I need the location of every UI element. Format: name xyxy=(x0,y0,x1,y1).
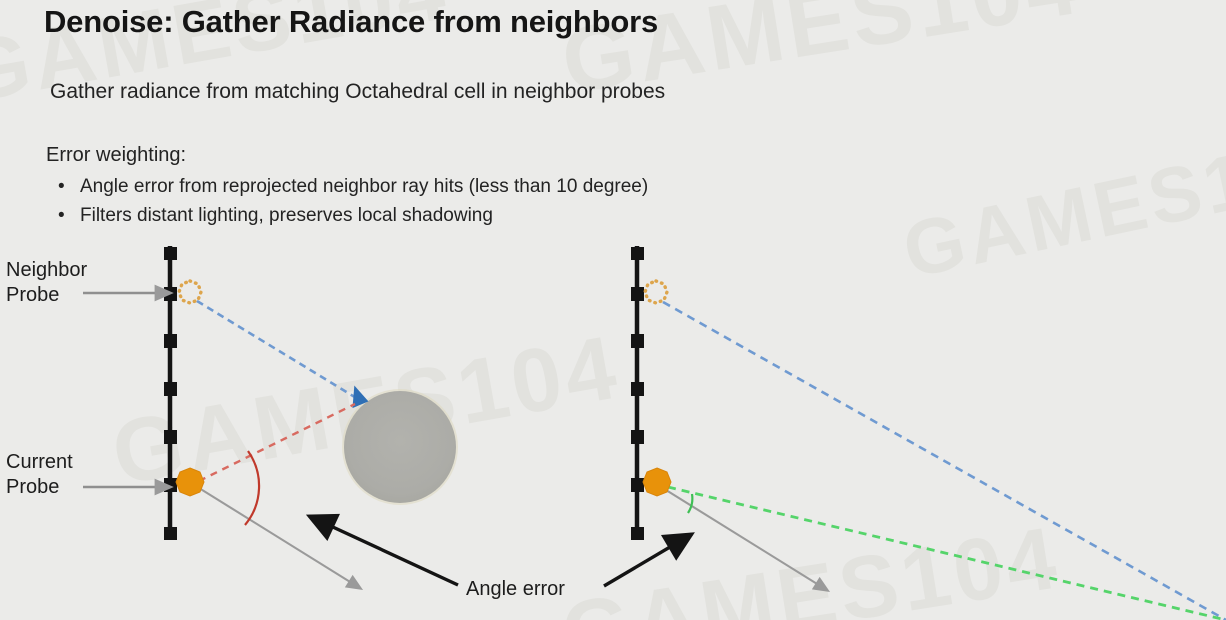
probe-slot xyxy=(164,247,177,260)
neighbor-ray-left xyxy=(196,299,369,409)
probe-slot-markers-right xyxy=(631,247,644,540)
angle-error-arc-right xyxy=(687,493,694,514)
probe-slot xyxy=(164,334,177,348)
angle-error-callout-right xyxy=(603,532,695,588)
probe-slot xyxy=(631,382,644,396)
neighbor-probe-marker-left xyxy=(177,279,203,305)
probe-slot xyxy=(631,334,644,348)
probe-slot xyxy=(631,287,644,301)
current-probe-marker-right xyxy=(642,467,672,497)
probe-slot xyxy=(631,247,644,260)
bullet-marker-icon: • xyxy=(58,176,65,197)
bullet-item: • Angle error from reprojected neighbor r… xyxy=(58,176,648,198)
probe-slot xyxy=(164,430,177,444)
matching-ray-right xyxy=(667,485,1226,620)
left-panel-diagram xyxy=(164,246,458,590)
angle-error-arc-left xyxy=(244,450,261,526)
occluder-sphere xyxy=(344,391,456,503)
probe-slot xyxy=(164,287,177,301)
slide-title: Denoise: Gather Radiance from neighbors xyxy=(44,4,659,39)
bullet-item: • Filters distant lighting, preserves loc… xyxy=(58,205,493,227)
reprojected-ray-left xyxy=(198,402,356,483)
neighbor-probe-label: Neighbor Probe xyxy=(6,259,88,306)
current-probe-ray-left xyxy=(198,487,364,590)
current-probe-marker-left xyxy=(175,467,205,497)
current-probe-label: Current Probe xyxy=(6,451,73,498)
bullet-marker-icon: • xyxy=(58,205,65,226)
probe-slot xyxy=(631,527,644,540)
right-panel-diagram xyxy=(631,246,1226,620)
slide-subtitle: Gather radiance from matching Octahedral… xyxy=(50,80,666,103)
neighbor-probe-marker-right xyxy=(643,279,669,305)
probe-slot xyxy=(164,382,177,396)
error-weighting-heading: Error weighting: xyxy=(46,144,187,166)
neighbor-ray-right xyxy=(662,300,1226,620)
probe-slot xyxy=(631,478,644,492)
bullet-label: Filters distant lighting, preserves loca… xyxy=(80,205,493,226)
angle-error-callout-left xyxy=(305,513,459,587)
bullet-label: Angle error from reprojected neighbor ra… xyxy=(80,176,649,197)
probe-slot xyxy=(164,478,177,492)
probe-slot xyxy=(164,527,177,540)
angle-error-label: Angle error xyxy=(466,578,565,600)
probe-slot xyxy=(631,430,644,444)
